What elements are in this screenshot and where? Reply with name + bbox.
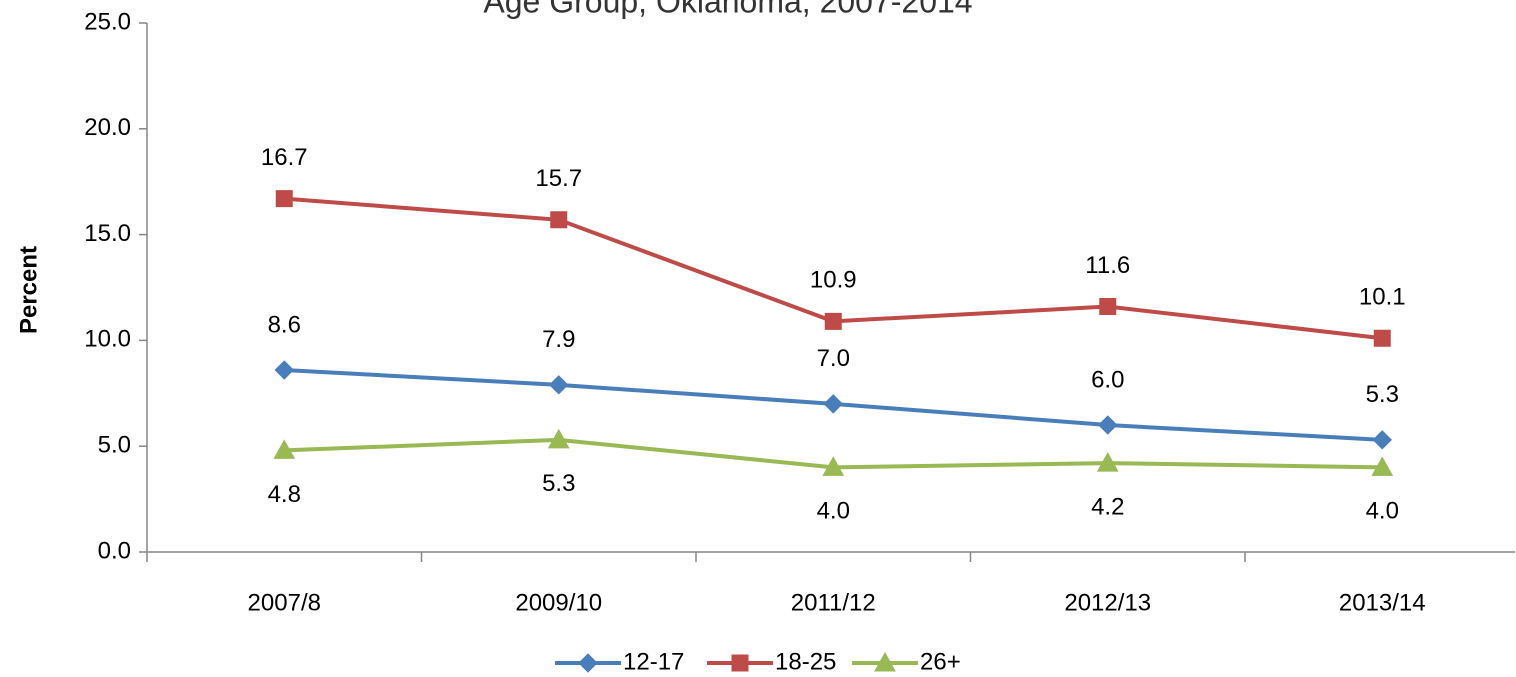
data-label: 4.0: [1366, 498, 1399, 525]
data-point: [1098, 415, 1118, 435]
data-point: [550, 211, 568, 229]
data-point: [547, 428, 570, 449]
data-label: 4.2: [1091, 493, 1124, 520]
legend-marker: [874, 651, 896, 672]
data-point: [1371, 456, 1394, 476]
data-label: 8.6: [268, 311, 301, 338]
data-label: 15.7: [535, 165, 582, 192]
y-tick-label: 15.0: [84, 220, 131, 247]
data-point: [1096, 452, 1119, 472]
y-tick-label: 20.0: [84, 114, 131, 141]
data-point: [1372, 430, 1392, 450]
legend-label: 18-25: [775, 648, 836, 675]
data-point: [275, 190, 293, 208]
x-tick-label: 2013/14: [1339, 589, 1426, 616]
y-tick-label: 0.0: [98, 537, 131, 564]
legend-label: 26+: [920, 648, 961, 675]
data-label: 7.9: [542, 326, 575, 353]
legend-label: 12-17: [623, 648, 684, 675]
chart-title: Age Group, Oklahoma, 2007-2014: [483, 0, 972, 19]
data-label: 16.7: [261, 144, 308, 171]
data-point: [1099, 298, 1117, 316]
data-point: [273, 439, 296, 459]
data-point: [549, 375, 569, 395]
data-point: [274, 360, 294, 380]
data-label: 5.3: [542, 470, 575, 497]
data-label: 7.0: [817, 345, 850, 372]
data-label: 10.1: [1359, 284, 1406, 311]
y-tick-label: 5.0: [98, 432, 131, 459]
x-tick-label: 2009/10: [515, 589, 602, 616]
data-point: [1373, 329, 1391, 347]
data-point: [824, 312, 842, 330]
x-tick-label: 2007/8: [248, 589, 321, 616]
data-label: 10.9: [810, 267, 857, 294]
data-point: [822, 456, 845, 476]
legend-marker: [731, 654, 749, 672]
y-axis-label: Percent: [15, 246, 42, 334]
data-label: 4.0: [817, 498, 850, 525]
x-tick-label: 2012/13: [1064, 589, 1151, 616]
data-label: 5.3: [1366, 381, 1399, 408]
y-tick-label: 10.0: [84, 326, 131, 353]
data-point: [823, 394, 843, 414]
y-tick-label: 25.0: [84, 8, 131, 35]
data-label: 6.0: [1091, 366, 1124, 393]
legend-marker: [578, 653, 598, 673]
x-tick-label: 2011/12: [791, 589, 876, 616]
data-label: 11.6: [1085, 252, 1130, 279]
data-label: 4.8: [268, 481, 301, 508]
